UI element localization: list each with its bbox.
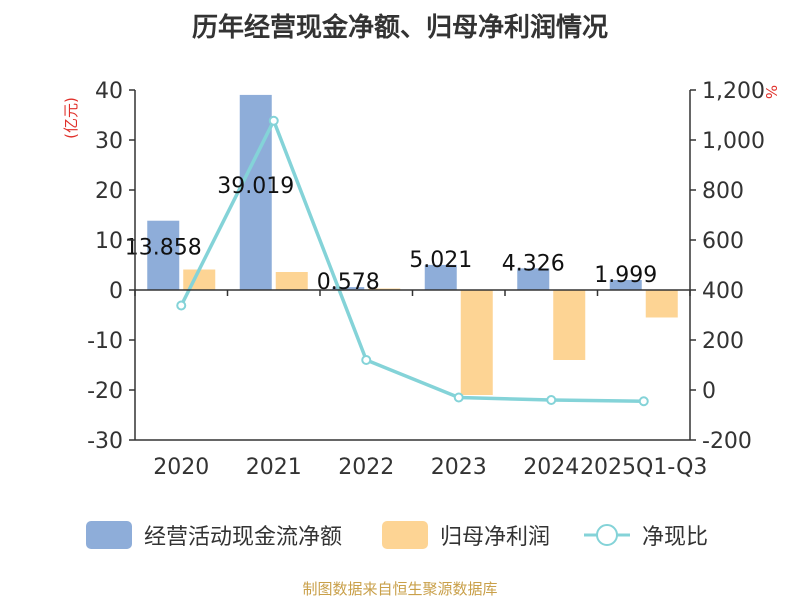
data-label-cashflow: 1.999 — [594, 263, 657, 288]
left-tick-label: 20 — [95, 179, 123, 204]
bar-series-layer — [147, 94, 678, 395]
data-label-cashflow: 39.019 — [217, 174, 294, 199]
source-note: 制图数据来自恒生聚源数据库 — [302, 580, 497, 598]
right-tick-label: 600 — [702, 229, 744, 254]
category-label: 2022 — [338, 455, 394, 480]
legend-label-net-profit: 归母净利润 — [440, 525, 550, 550]
left-tick-label: 10 — [95, 229, 123, 254]
bar-net-profit — [275, 272, 308, 290]
point-cash-ratio — [268, 115, 279, 126]
legend-item-net-profit[interactable]: 归母净利润 — [382, 521, 550, 550]
legend-swatch-cashflow — [86, 521, 132, 549]
left-axis-title: (亿元) — [62, 97, 80, 139]
right-tick-label: 1,200 — [702, 79, 765, 104]
right-tick-label: 1,000 — [702, 129, 765, 154]
bar-cashflow — [517, 268, 550, 290]
bar-net-profit — [645, 290, 678, 318]
point-cash-ratio — [453, 392, 464, 403]
bar-cashflow — [147, 220, 180, 290]
category-label: 2021 — [246, 455, 302, 480]
legend-label-cash-ratio: 净现比 — [642, 525, 708, 550]
category-label: 2020 — [153, 455, 209, 480]
bar-cashflow — [239, 94, 272, 290]
right-tick-label: -200 — [702, 429, 752, 454]
bar-net-profit — [460, 290, 493, 395]
point-cash-ratio — [638, 396, 649, 407]
legend-swatch-net-profit — [382, 521, 428, 549]
data-label-cashflow: 0.578 — [317, 270, 380, 295]
left-tick-label: 40 — [95, 79, 123, 104]
right-tick-label: 200 — [702, 329, 744, 354]
legend-label-cashflow: 经营活动现金流净额 — [144, 525, 342, 550]
category-label: 2023 — [431, 455, 487, 480]
line-series-layer — [176, 115, 649, 407]
left-tick-label: 0 — [109, 279, 123, 304]
left-tick-label: -10 — [87, 329, 123, 354]
bar-cashflow — [609, 280, 642, 290]
line-cash-ratio — [179, 119, 644, 403]
data-label-cashflow: 5.021 — [409, 248, 472, 273]
data-label-cashflow: 4.326 — [502, 251, 565, 276]
left-tick-label: -20 — [87, 379, 123, 404]
right-tick-label: 800 — [702, 179, 744, 204]
category-label: 2024 — [523, 455, 579, 480]
chart-title: 历年经营现金净额、归母净利润情况 — [192, 12, 608, 43]
bar-cashflow — [332, 287, 365, 290]
bar-cashflow — [424, 264, 457, 290]
data-label-cashflow: 13.858 — [125, 236, 202, 261]
data-label-layer: 13.858 39.019 0.578 5.021 4.326 1.999 — [125, 174, 657, 295]
legend-item-cash-ratio[interactable]: 净现比 — [584, 524, 708, 550]
category-label: 2025Q1-Q3 — [580, 455, 707, 480]
right-axis-title: % — [762, 85, 780, 99]
bar-net-profit — [553, 290, 586, 360]
axes-layer: -30 -20 -10 0 10 20 30 40 -200 0 200 400 600 800 1,000… — [87, 79, 765, 480]
left-tick-label: 30 — [95, 129, 123, 154]
legend-item-cashflow[interactable]: 经营活动现金流净额 — [86, 521, 342, 550]
point-cash-ratio — [176, 300, 187, 311]
right-tick-label: 400 — [702, 279, 744, 304]
right-tick-label: 0 — [702, 379, 716, 404]
legend-marker-cash-ratio — [596, 524, 618, 546]
legend: 经营活动现金流净额 归母净利润 净现比 — [86, 521, 708, 550]
point-cash-ratio — [546, 395, 557, 405]
left-tick-label: -30 — [87, 429, 123, 454]
point-cash-ratio — [361, 355, 372, 365]
